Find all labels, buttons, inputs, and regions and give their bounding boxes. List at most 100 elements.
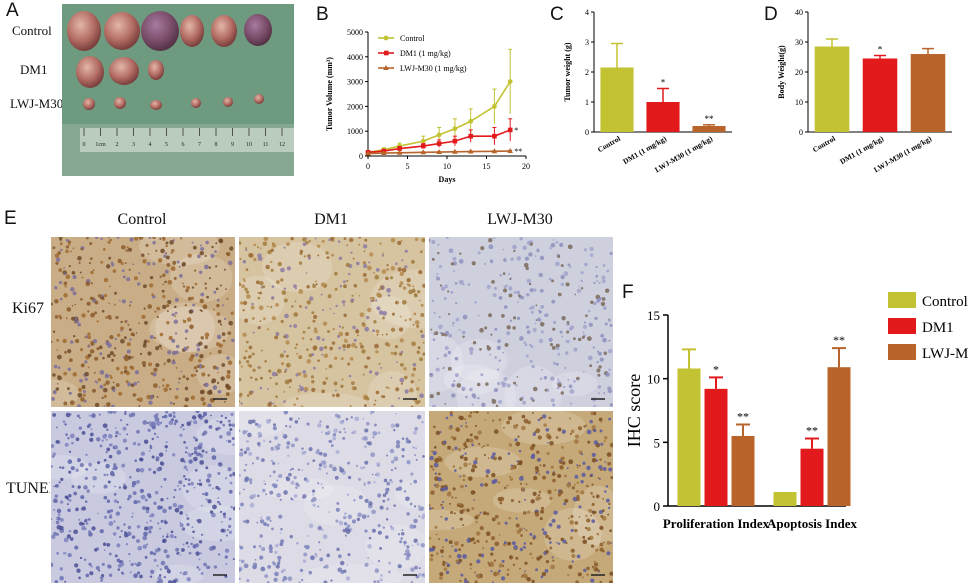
cell-nucleus [533,475,538,481]
cell-nucleus [103,394,107,399]
cell-nucleus [609,580,613,583]
significance-mark: ** [514,147,522,156]
cell-nucleus [555,362,559,366]
cell-nucleus [323,345,328,350]
cell-nucleus [560,264,564,268]
cell-nucleus [544,568,549,573]
cell-nucleus [52,373,56,377]
cell-nucleus [361,322,365,326]
cell-nucleus [261,458,265,462]
cell-nucleus [609,403,613,407]
stroma-patch [51,379,80,407]
cell-nucleus [578,285,581,288]
cell-nucleus [148,362,153,367]
cell-nucleus [59,297,63,301]
cell-nucleus [315,554,318,558]
cell-nucleus [228,524,232,528]
cell-nucleus [266,388,269,391]
cell-nucleus [240,559,245,564]
cell-nucleus [436,357,439,360]
cell-nucleus [227,529,229,531]
cell-nucleus [200,246,205,251]
cell-nucleus [60,477,64,482]
cell-nucleus [409,483,412,486]
cell-nucleus [193,366,197,370]
cell-nucleus [600,333,605,338]
cell-nucleus [297,388,300,391]
cell-nucleus [311,489,316,493]
cell-nucleus [575,580,580,583]
cell-nucleus [382,526,385,529]
cell-nucleus [396,361,398,364]
cell-nucleus [413,518,418,524]
cell-nucleus [493,429,499,434]
cell-nucleus [115,430,119,435]
cell-nucleus [314,237,317,240]
cell-nucleus [408,283,412,287]
cell-nucleus [296,542,299,545]
cell-nucleus [163,387,168,392]
cell-nucleus [338,331,344,337]
cell-nucleus [339,420,344,425]
cell-nucleus [597,373,601,377]
cell-nucleus [146,421,150,425]
cell-nucleus [342,280,346,284]
cell-nucleus [185,514,188,516]
cell-nucleus [348,272,351,276]
cell-nucleus [605,485,609,488]
cell-nucleus [431,239,436,245]
cell-nucleus [85,467,88,471]
cell-nucleus [609,324,613,328]
cell-nucleus [175,350,179,355]
cell-nucleus [329,308,332,310]
cell-nucleus [59,525,64,531]
cell-nucleus [121,269,125,273]
cell-nucleus [160,248,165,254]
cell-nucleus [322,321,328,326]
cell-nucleus [455,559,460,564]
cell-nucleus [458,466,462,470]
cell-nucleus [386,267,390,271]
cell-nucleus [280,527,283,531]
cell-nucleus [448,491,451,494]
cell-nucleus [497,521,501,526]
cell-nucleus [320,483,323,486]
cell-nucleus [217,472,221,475]
cell-nucleus [454,281,458,285]
cell-nucleus [202,411,208,417]
cell-nucleus [568,459,574,465]
cell-nucleus [512,316,517,320]
cell-nucleus [259,247,262,250]
cell-nucleus [351,294,354,297]
cell-nucleus [491,517,496,522]
cell-nucleus [417,505,421,509]
bar [646,102,680,132]
cell-nucleus [480,246,485,251]
cell-nucleus [89,349,95,354]
cell-nucleus [156,412,159,416]
cell-nucleus [373,320,377,324]
cell-nucleus [91,388,96,393]
cell-nucleus [350,381,355,385]
cell-nucleus [144,555,148,559]
cell-nucleus [178,265,181,268]
cell-nucleus [382,316,385,320]
cell-nucleus [455,427,460,432]
cell-nucleus [453,379,456,383]
cell-nucleus [115,366,120,371]
cell-nucleus [251,317,255,320]
cell-nucleus [172,415,176,418]
cell-nucleus [67,349,72,354]
cell-nucleus [418,515,421,518]
cell-nucleus [344,332,349,336]
cell-nucleus [397,443,400,446]
cell-nucleus [204,264,209,270]
cell-nucleus [361,514,367,519]
cell-nucleus [580,279,584,283]
cell-nucleus [576,481,580,484]
cell-nucleus [102,387,108,393]
cell-nucleus [186,377,189,381]
cell-nucleus [577,337,582,342]
cell-nucleus [151,425,156,430]
